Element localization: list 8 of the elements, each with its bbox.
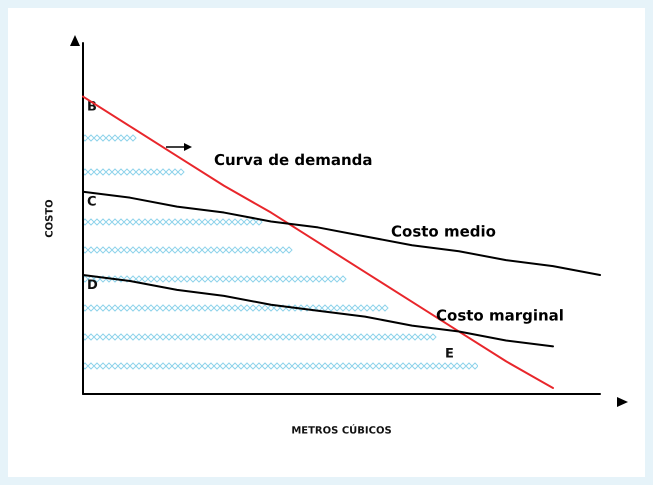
x-axis-title: METROS CÚBICOS xyxy=(291,424,392,436)
series-label: Costo marginal xyxy=(436,306,564,325)
annotation: D xyxy=(87,278,98,294)
series-label: Curva de demanda xyxy=(214,150,373,169)
series-label: Costo medio xyxy=(391,222,496,240)
y-axis-title: COSTO xyxy=(44,199,56,238)
annotation: C xyxy=(87,194,97,210)
annotation: E xyxy=(445,346,454,362)
